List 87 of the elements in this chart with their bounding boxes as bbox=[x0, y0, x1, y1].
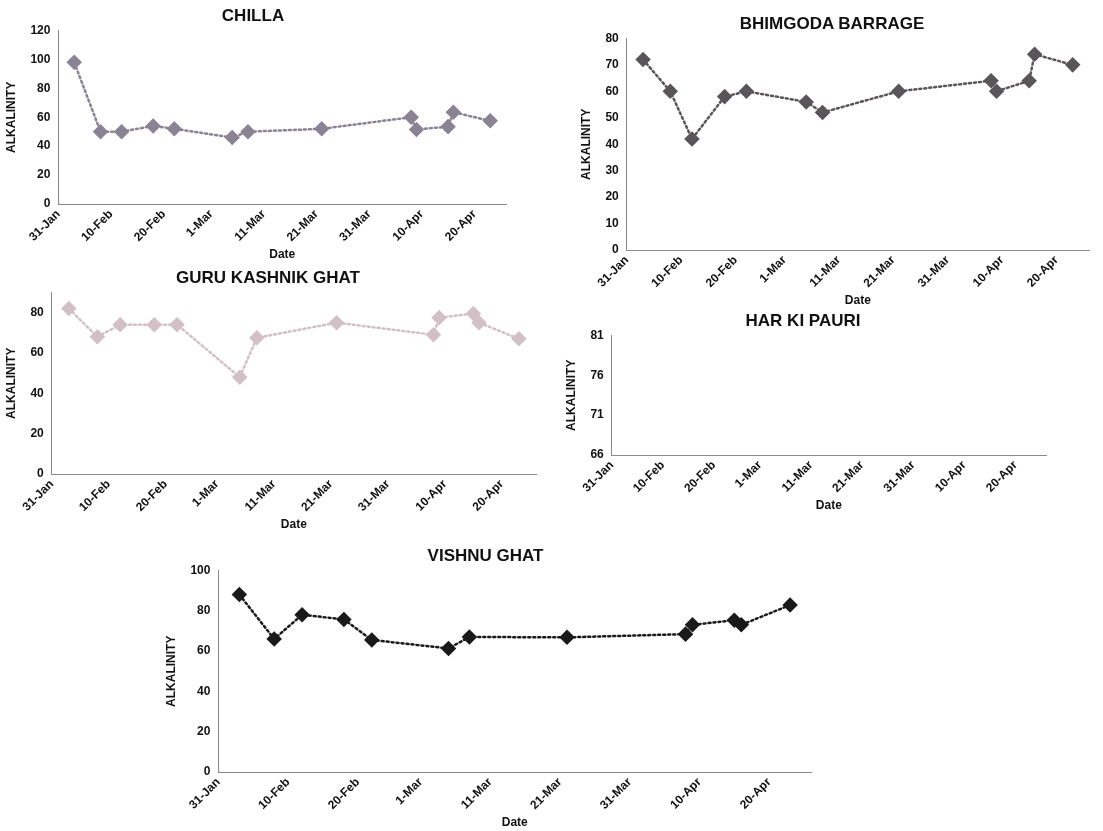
x-axis-title: Date bbox=[280, 517, 308, 532]
chart-title: CHILLA bbox=[221, 5, 285, 25]
point bbox=[403, 109, 419, 125]
y-tick-label: 80 bbox=[197, 603, 211, 618]
point bbox=[983, 73, 999, 88]
y-tick-label: 10 bbox=[605, 215, 620, 230]
point bbox=[232, 587, 247, 602]
y-axis-title: ALKALINITY bbox=[578, 108, 593, 180]
point bbox=[1021, 73, 1037, 88]
chart-title: BHIMGODA BARRAGE bbox=[739, 13, 925, 33]
x-axis-title: Date bbox=[269, 247, 296, 262]
point bbox=[167, 121, 182, 137]
point bbox=[717, 89, 732, 104]
point bbox=[90, 329, 105, 345]
point bbox=[989, 84, 1004, 99]
y-axis-title: ALKALINITY bbox=[163, 635, 178, 707]
y-tick-label: 50 bbox=[605, 110, 620, 125]
point bbox=[739, 84, 754, 99]
point bbox=[145, 118, 161, 134]
point bbox=[431, 310, 447, 325]
chart-title: GURU KASHNIK GHAT bbox=[176, 267, 361, 287]
point bbox=[336, 612, 352, 627]
point bbox=[685, 617, 700, 633]
y-tick-label: 30 bbox=[605, 163, 620, 177]
y-tick-label: 20 bbox=[30, 426, 45, 441]
point bbox=[1027, 47, 1042, 62]
point bbox=[635, 52, 651, 67]
point bbox=[446, 104, 461, 120]
y-tick-label: 40 bbox=[197, 683, 211, 698]
point bbox=[891, 84, 906, 99]
point bbox=[426, 327, 441, 343]
x-axis-title: Date bbox=[501, 815, 529, 830]
y-tick-label: 100 bbox=[30, 51, 51, 66]
point bbox=[1065, 57, 1080, 73]
y-tick-label: 71 bbox=[590, 407, 605, 422]
point bbox=[482, 113, 498, 129]
point bbox=[678, 626, 693, 642]
chart-title: HAR KI PAURI bbox=[745, 310, 861, 330]
point bbox=[266, 631, 282, 647]
point bbox=[114, 124, 129, 139]
y-tick-label: 60 bbox=[605, 83, 620, 98]
y-tick-label: 81 bbox=[590, 327, 605, 342]
y-tick-label: 40 bbox=[37, 138, 51, 153]
y-tick-label: 40 bbox=[30, 385, 45, 400]
y-tick-label: 80 bbox=[605, 30, 620, 45]
point bbox=[61, 301, 77, 316]
point bbox=[782, 597, 798, 613]
y-tick-label: 80 bbox=[37, 80, 51, 95]
x-axis-title: Date bbox=[844, 293, 872, 308]
y-tick-label: 20 bbox=[197, 724, 211, 739]
chart-title: VISHNU GHAT bbox=[427, 545, 545, 565]
point bbox=[169, 317, 185, 332]
y-tick-label: 60 bbox=[30, 345, 45, 360]
point bbox=[294, 607, 310, 623]
y-axis-title: ALKALINITY bbox=[563, 359, 578, 431]
y-tick-label: 76 bbox=[590, 367, 605, 382]
point bbox=[314, 121, 329, 137]
point bbox=[663, 84, 678, 99]
point bbox=[66, 54, 82, 70]
y-tick-label: 0 bbox=[612, 242, 620, 257]
y-tick-label: 20 bbox=[605, 189, 620, 204]
point bbox=[466, 306, 481, 321]
x-axis-title: Date bbox=[815, 498, 843, 513]
y-tick-label: 120 bbox=[30, 22, 51, 37]
y-tick-label: 0 bbox=[203, 764, 211, 779]
point bbox=[471, 315, 487, 330]
point bbox=[734, 617, 749, 633]
y-tick-label: 100 bbox=[190, 562, 211, 577]
point bbox=[409, 122, 424, 137]
point bbox=[511, 331, 527, 347]
point bbox=[112, 317, 128, 332]
y-tick-label: 40 bbox=[605, 136, 620, 151]
y-tick-label: 66 bbox=[590, 447, 605, 462]
y-axis-title: ALKALINITY bbox=[3, 81, 18, 153]
y-tick-label: 70 bbox=[605, 57, 620, 72]
point bbox=[684, 131, 700, 147]
point bbox=[440, 119, 456, 134]
y-axis-title: ALKALINITY bbox=[3, 347, 18, 419]
y-tick-label: 0 bbox=[43, 196, 51, 211]
point bbox=[364, 632, 380, 648]
point bbox=[93, 124, 108, 139]
point bbox=[147, 317, 162, 332]
y-tick-label: 60 bbox=[197, 643, 211, 658]
y-tick-label: 80 bbox=[30, 304, 45, 319]
y-tick-label: 0 bbox=[37, 466, 45, 481]
y-tick-label: 60 bbox=[37, 109, 51, 124]
y-tick-label: 20 bbox=[37, 167, 51, 182]
